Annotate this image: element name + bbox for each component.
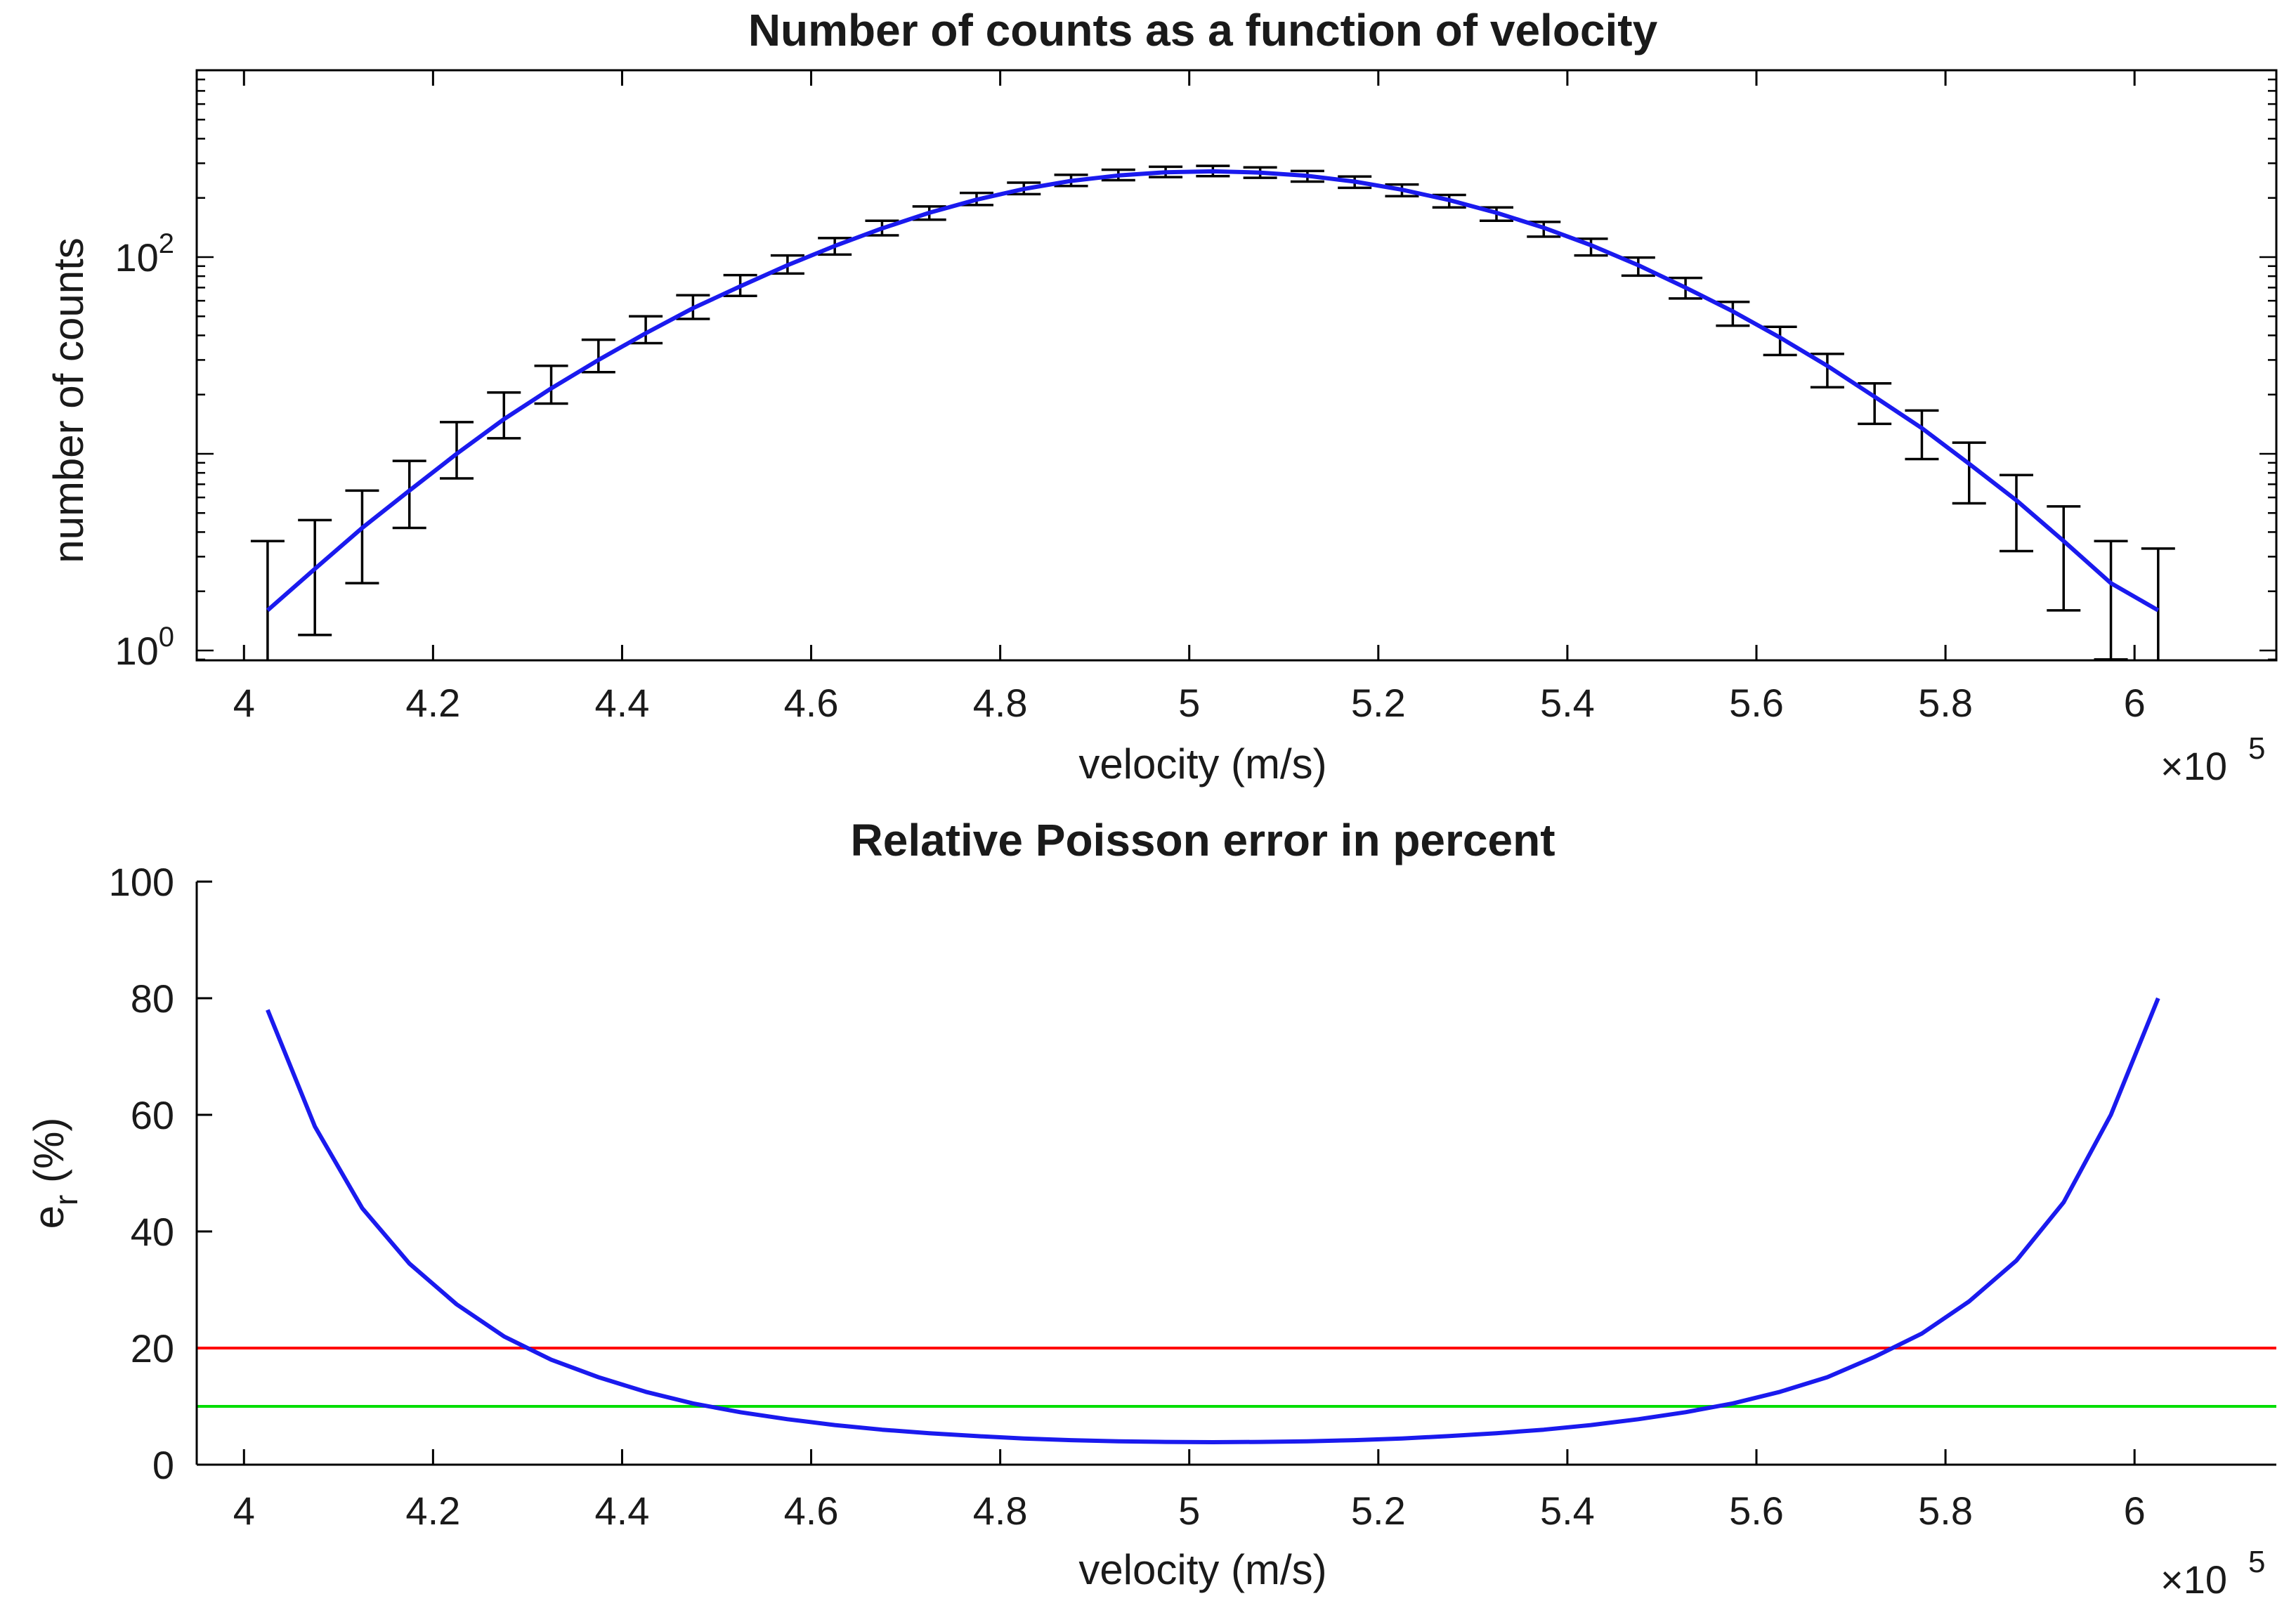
error-chart-x-tick-label: 4.2 (405, 1489, 460, 1533)
counts-chart-x-tick-label: 6 (2124, 681, 2146, 725)
counts-chart-error-bar (629, 315, 663, 345)
counts-chart-error-bar (2047, 505, 2081, 612)
error-chart-x-label: velocity (m/s) (1078, 1546, 1326, 1593)
error-chart-y-label-main: e (25, 1205, 72, 1229)
counts-chart-error-bar (1716, 300, 1750, 327)
svg-text:er (%): er (%) (25, 1118, 84, 1229)
error-chart: Relative Poisson error in percent 4 4.2 4.… (25, 815, 2276, 1602)
error-chart-y-tick-label: 20 (131, 1326, 174, 1371)
error-chart-y-tick-labels: 0 20 40 60 80 100 (109, 860, 174, 1487)
error-chart-x-scale: ×10 5 (2160, 1545, 2265, 1602)
error-chart-curve (266, 997, 2160, 1444)
error-chart-lines (197, 997, 2276, 1444)
error-chart-y-tick-label: 0 (152, 1443, 174, 1487)
counts-chart-x-tick-label: 4.4 (595, 681, 650, 725)
counts-chart-error-bar (1858, 382, 1892, 426)
counts-chart-x-tick-labels: 4 4.2 4.4 4.6 4.8 5 5.2 5.4 5.6 5.8 6 (233, 681, 2146, 725)
counts-chart-title: Number of counts as a function of veloci… (748, 5, 1658, 55)
counts-chart-error-bar (1810, 353, 1844, 388)
counts-chart-x-tick-label: 4.2 (405, 681, 460, 725)
error-chart-x-tick-label: 4.6 (784, 1489, 839, 1533)
counts-chart-error-bar (392, 459, 426, 530)
counts-chart: Number of counts as a function of veloci… (45, 5, 2278, 788)
counts-chart-error-bar (2141, 547, 2175, 660)
error-chart-x-tick-label: 4.4 (595, 1489, 650, 1533)
error-chart-y-label-subscript: r (48, 1195, 84, 1205)
counts-chart-x-label: velocity (m/s) (1078, 740, 1326, 787)
counts-chart-x-tick-label: 5 (1178, 681, 1200, 725)
counts-chart-error-bar (250, 540, 285, 660)
counts-chart-y-label: number of counts (45, 237, 92, 563)
counts-chart-x-scale-exponent: 5 (2248, 731, 2265, 766)
error-chart-x-tick-label: 4 (233, 1489, 255, 1533)
error-chart-y-tick-label: 80 (131, 976, 174, 1021)
counts-chart-ticks (197, 70, 2276, 661)
counts-chart-error-bar (534, 365, 568, 405)
counts-chart-x-tick-label: 4 (233, 681, 255, 725)
counts-chart-y-tick-label: 100 (115, 622, 174, 673)
error-chart-y-label-suffix: (%) (25, 1118, 72, 1195)
counts-chart-error-bar (440, 421, 474, 480)
counts-chart-frame (195, 69, 2278, 662)
error-chart-x-tick-label: 5.4 (1540, 1489, 1595, 1533)
counts-chart-x-tick-label: 5.2 (1351, 681, 1406, 725)
counts-chart-error-bar (1763, 325, 1797, 357)
error-chart-y-tick-label: 60 (131, 1093, 174, 1137)
error-chart-x-tick-label: 5.2 (1351, 1489, 1406, 1533)
counts-chart-error-bar (1905, 409, 1939, 461)
error-chart-x-scale-base: ×10 (2160, 1557, 2227, 1602)
counts-chart-x-tick-label: 4.8 (973, 681, 1028, 725)
counts-chart-fit-line (266, 169, 2160, 613)
counts-chart-error-bar (298, 518, 332, 636)
error-chart-title: Relative Poisson error in percent (851, 815, 1555, 865)
error-chart-x-tick-label: 5.8 (1918, 1489, 1973, 1533)
counts-chart-error-bar (1952, 441, 1986, 505)
counts-chart-x-scale: ×10 5 (2160, 731, 2265, 788)
counts-chart-error-bar (487, 391, 521, 440)
error-chart-x-tick-label: 4.8 (973, 1489, 1028, 1533)
counts-chart-x-tick-label: 4.6 (784, 681, 839, 725)
counts-chart-error-bar (2000, 473, 2033, 553)
error-chart-axes (195, 882, 2276, 1466)
error-chart-x-scale-exponent: 5 (2248, 1545, 2265, 1579)
counts-chart-y-tick-label: 102 (115, 228, 174, 280)
error-chart-x-tick-labels: 4 4.2 4.4 4.6 4.8 5 5.2 5.4 5.6 5.8 6 (233, 1489, 2146, 1533)
error-chart-x-tick-label: 6 (2124, 1489, 2146, 1533)
error-chart-y-tick-label: 100 (109, 860, 174, 904)
counts-chart-error-bar (581, 338, 615, 374)
counts-chart-fit-curve (266, 169, 2160, 613)
counts-chart-y-tick-labels: 100 102 (115, 228, 174, 673)
error-chart-x-tick-label: 5.6 (1729, 1489, 1784, 1533)
error-chart-y-tick-label: 40 (131, 1210, 174, 1254)
counts-chart-x-tick-label: 5.8 (1918, 681, 1973, 725)
counts-chart-x-tick-label: 5.6 (1729, 681, 1784, 725)
error-chart-y-label: er (%) (25, 1118, 84, 1229)
counts-chart-x-tick-label: 5.4 (1540, 681, 1595, 725)
error-chart-x-tick-label: 5 (1178, 1489, 1200, 1533)
counts-chart-x-scale-base: ×10 (2160, 744, 2227, 788)
counts-chart-error-bar (345, 489, 379, 584)
